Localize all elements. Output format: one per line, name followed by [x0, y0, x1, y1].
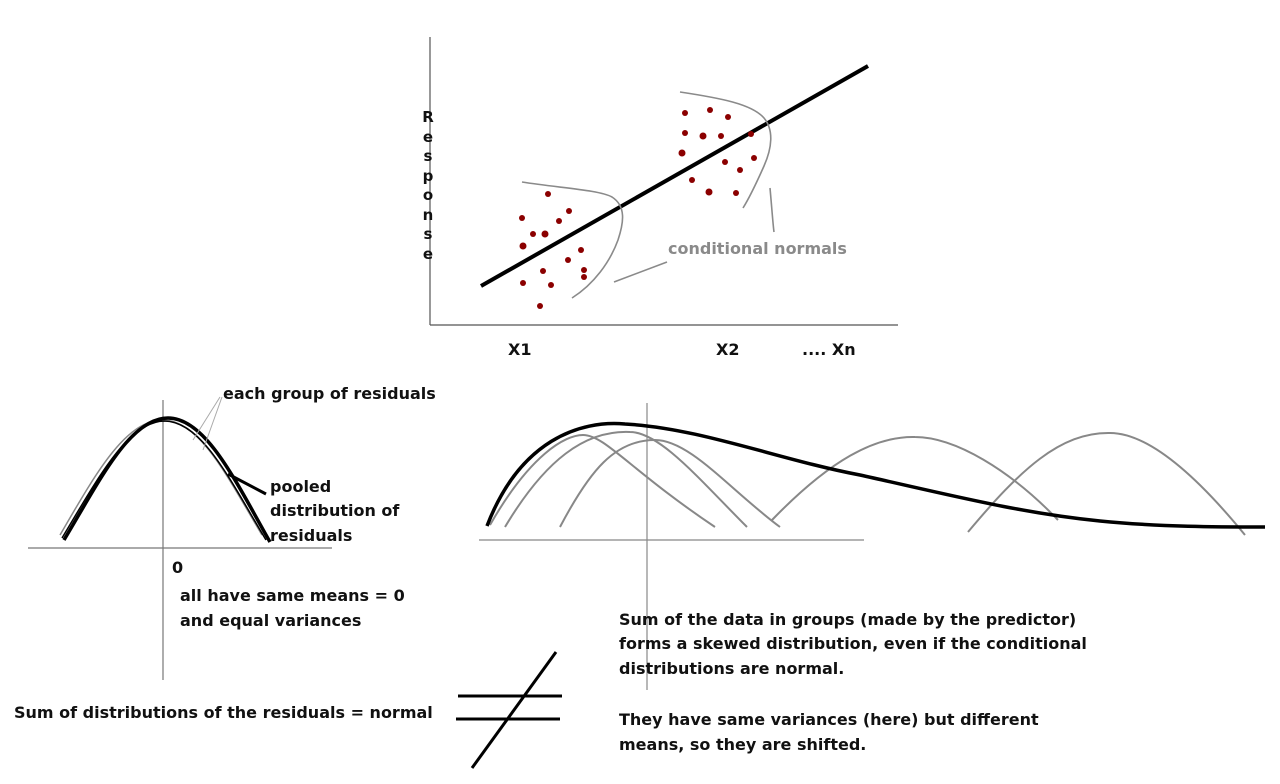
regression-line	[480, 64, 869, 288]
x-tick-x1: X1	[508, 340, 532, 359]
residual-curves	[59, 396, 272, 543]
pooled-label-line3: residuals	[270, 526, 353, 545]
not-equal-icon	[456, 651, 562, 769]
residuals-caption: Sum of distributions of the residuals = …	[14, 703, 433, 722]
y-label-char: p	[422, 166, 434, 185]
description-line1: Sum of the data in groups (made by the p…	[619, 610, 1077, 629]
x-tick-x2: X2	[716, 340, 740, 359]
zero-label: 0	[172, 558, 184, 577]
x-tick-xn: .... Xn	[802, 340, 856, 359]
conditional-normals-label: conditional normals	[668, 239, 847, 258]
data-points	[519, 107, 757, 309]
pooled-label-line2: distribution of	[270, 501, 400, 520]
each-group-label: each group of residuals	[223, 384, 436, 403]
y-label-char: o	[422, 186, 434, 204]
description2-line1: They have same variances (here) but diff…	[619, 710, 1039, 729]
pooled-label-line1: pooled	[270, 477, 332, 496]
y-axis-label: R e s p o n s e	[421, 108, 435, 264]
description-line2: forms a skewed distribution, even if the…	[619, 634, 1087, 653]
y-label-char: s	[423, 225, 433, 243]
y-label-char: R	[422, 108, 434, 126]
y-label-char: n	[422, 205, 434, 224]
skewed-sum-curve	[485, 421, 1266, 529]
right-axes	[479, 403, 864, 690]
y-label-char: e	[422, 127, 434, 146]
description-line3: distributions are normal.	[619, 659, 845, 678]
left-axes	[28, 400, 332, 680]
group-normal-curves	[489, 430, 1246, 536]
conditional-normal-curves	[521, 91, 775, 299]
y-label-char: e	[422, 244, 434, 263]
description2-line2: means, so they are shifted.	[619, 735, 867, 754]
y-label-char: s	[423, 147, 433, 165]
top-axes	[429, 37, 898, 326]
note-line1: all have same means = 0	[180, 586, 405, 605]
note-line2: and equal variances	[180, 611, 362, 630]
